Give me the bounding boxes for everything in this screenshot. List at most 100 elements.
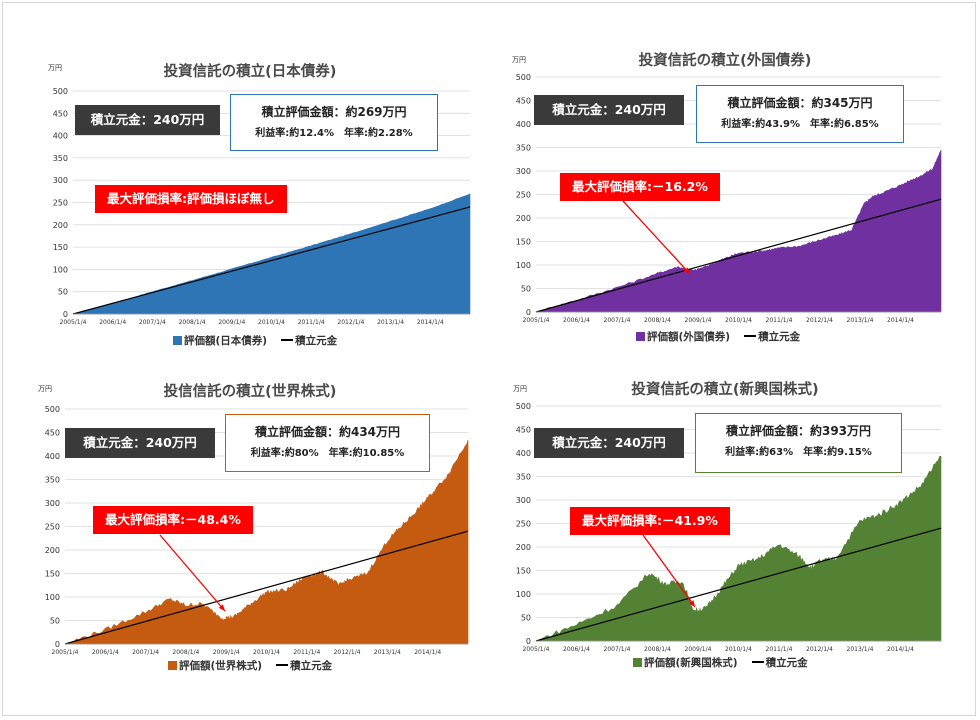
x-tick-label: 2011/1/4 xyxy=(766,317,793,324)
legend-swatch-principal xyxy=(281,339,294,341)
legend-swatch-value xyxy=(168,661,177,670)
x-tick-label: 2010/1/4 xyxy=(725,317,752,324)
return-rate: 利益率:約63% 年率:約9.15% xyxy=(725,447,872,458)
y-unit-label: 万円 xyxy=(38,385,52,393)
drawdown-arrow xyxy=(622,200,691,275)
y-tick-label: 100 xyxy=(516,590,531,599)
principal-box: 積立元金：240万円 xyxy=(534,95,684,125)
x-tick-label: 2008/1/4 xyxy=(172,649,199,656)
valuation-amount: 積立評価金額：約434万円 xyxy=(254,425,401,439)
x-tick-label: 2007/1/4 xyxy=(139,319,166,326)
y-tick-label: 500 xyxy=(516,402,531,411)
legend-swatch-value xyxy=(173,336,182,345)
y-unit-label: 万円 xyxy=(48,64,62,72)
valuation-box: 積立評価金額：約345万円 利益率:約43.9% 年率:約6.85% xyxy=(696,85,904,143)
x-tick-label: 2006/1/4 xyxy=(92,649,119,656)
y-tick-label: 250 xyxy=(53,199,68,208)
return-rate: 利益率:約43.9% 年率:約6.85% xyxy=(721,119,879,130)
legend-value-label: 評価額(日本債券) xyxy=(184,335,268,347)
x-tick-label: 2005/1/4 xyxy=(523,646,550,653)
y-tick-label: 150 xyxy=(516,238,531,247)
legend-swatch-principal xyxy=(751,661,764,663)
y-tick-label: 50 xyxy=(521,285,531,294)
x-tick-label: 2014/1/4 xyxy=(417,319,444,326)
y-tick-label: 200 xyxy=(45,546,60,555)
x-tick-label: 2014/1/4 xyxy=(887,317,914,324)
x-tick-label: 2012/1/4 xyxy=(806,317,833,324)
x-tick-label: 2007/1/4 xyxy=(132,649,159,656)
y-tick-label: 250 xyxy=(45,523,60,532)
max-drawdown-box: 最大評価損率:－48.4% xyxy=(93,506,253,534)
legend-value-label: 評価額(外国債券) xyxy=(647,331,731,343)
drawdown-arrow xyxy=(642,534,696,608)
legend-principal-label: 積立元金 xyxy=(758,331,801,343)
drawdown-arrow xyxy=(159,534,226,612)
legend-swatch-principal xyxy=(276,664,289,666)
x-tick-label: 2009/1/4 xyxy=(685,317,712,324)
y-tick-label: 50 xyxy=(521,614,531,623)
x-tick-label: 2008/1/4 xyxy=(644,317,671,324)
x-tick-label: 2014/1/4 xyxy=(887,646,914,653)
drawdown-arrowhead xyxy=(683,267,690,274)
chart-title: 投資信託の積立(外国債券) xyxy=(638,53,812,69)
drawdown-arrowhead xyxy=(689,600,695,607)
area-series-value xyxy=(72,193,471,315)
chart-legend: 評価額(日本債券) 積立元金 xyxy=(173,333,337,348)
area-series-value xyxy=(535,455,942,642)
line-series-principal xyxy=(72,206,471,315)
x-tick-label: 2005/1/4 xyxy=(52,649,79,656)
y-tick-label: 400 xyxy=(45,452,60,461)
x-tick-label: 2013/1/4 xyxy=(374,649,401,656)
return-rate: 利益率:約80% 年率:約10.85% xyxy=(250,448,405,459)
x-tick-label: 2005/1/4 xyxy=(60,319,87,326)
chart-title: 投資信託の積立(新興国株式) xyxy=(631,382,819,398)
x-tick-label: 2011/1/4 xyxy=(766,646,793,653)
chart-title: 投資信託の積立(日本債券) xyxy=(163,64,337,80)
line-series-principal xyxy=(535,527,942,642)
y-tick-label: 300 xyxy=(45,499,60,508)
max-drawdown-box: 最大評価損率:－41.9% xyxy=(570,507,730,535)
y-tick-label: 300 xyxy=(53,176,68,185)
principal-box: 積立元金：240万円 xyxy=(75,105,220,135)
max-drawdown-box: 最大評価損率:－16.2% xyxy=(560,173,720,201)
principal-box: 積立元金：240万円 xyxy=(65,428,215,458)
y-tick-label: 250 xyxy=(516,520,531,529)
y-tick-label: 300 xyxy=(516,496,531,505)
y-tick-label: 50 xyxy=(58,288,68,297)
area-series-value xyxy=(64,439,469,645)
chart-world-equity: 投信信託の積立(世界株式) 万円 0 50 100 150 200 250 300 350 40… xyxy=(30,378,470,708)
line-series-principal xyxy=(64,530,469,645)
x-tick-label: 2011/1/4 xyxy=(298,319,325,326)
y-tick-label: 450 xyxy=(53,109,68,118)
valuation-amount: 積立評価金額：約269万円 xyxy=(261,105,407,119)
y-tick-label: 450 xyxy=(516,97,531,106)
y-tick-label: 100 xyxy=(516,261,531,270)
x-tick-label: 2007/1/4 xyxy=(604,317,631,324)
x-tick-label: 2009/1/4 xyxy=(685,646,712,653)
x-tick-label: 2013/1/4 xyxy=(847,646,874,653)
y-tick-label: 450 xyxy=(45,429,60,438)
line-series-principal xyxy=(535,198,942,313)
x-tick-label: 2005/1/4 xyxy=(523,317,550,324)
x-tick-label: 2010/1/4 xyxy=(725,646,752,653)
y-tick-label: 200 xyxy=(516,543,531,552)
x-tick-label: 2007/1/4 xyxy=(604,646,631,653)
legend-principal-label: 積立元金 xyxy=(290,660,333,672)
y-tick-label: 350 xyxy=(516,144,531,153)
y-tick-label: 50 xyxy=(50,617,60,626)
y-tick-label: 350 xyxy=(53,154,68,163)
y-tick-label: 450 xyxy=(516,426,531,435)
x-tick-label: 2009/1/4 xyxy=(213,649,240,656)
principal-box: 積立元金：240万円 xyxy=(534,428,684,458)
y-tick-label: 500 xyxy=(45,405,60,414)
y-tick-label: 0 xyxy=(526,308,531,317)
y-tick-label: 100 xyxy=(53,265,68,274)
x-tick-label: 2008/1/4 xyxy=(644,646,671,653)
x-tick-label: 2009/1/4 xyxy=(218,319,245,326)
x-tick-label: 2010/1/4 xyxy=(258,319,285,326)
valuation-box: 積立評価金額：約393万円 利益率:約63% 年率:約9.15% xyxy=(695,413,902,473)
drawdown-arrowhead xyxy=(218,604,225,611)
x-tick-label: 2006/1/4 xyxy=(99,319,126,326)
y-tick-label: 500 xyxy=(53,87,68,96)
x-tick-label: 2006/1/4 xyxy=(563,646,590,653)
